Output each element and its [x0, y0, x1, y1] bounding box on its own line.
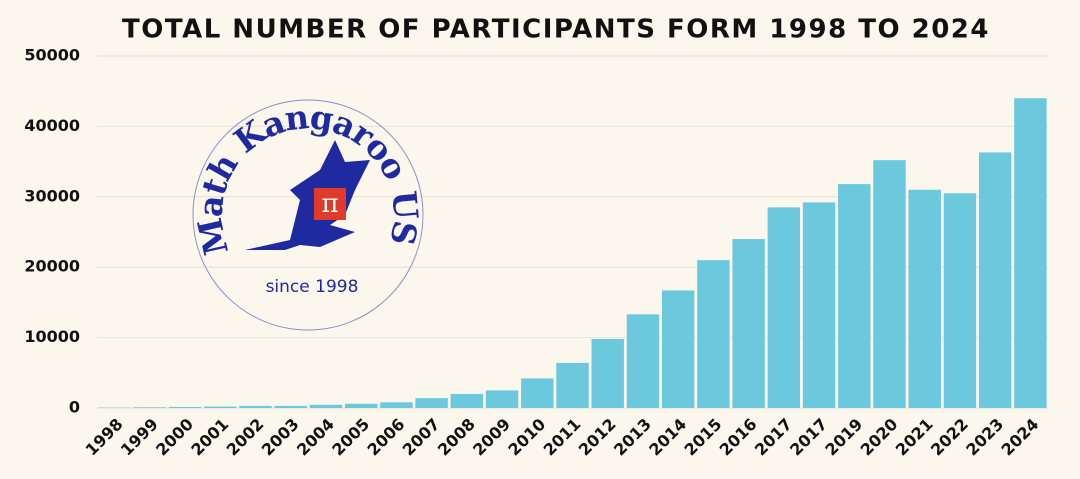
bar [380, 402, 413, 408]
y-tick-label: 30000 [24, 186, 80, 205]
x-tick-label: 2012 [575, 415, 620, 460]
pi-box [314, 188, 346, 220]
x-tick-label: 2013 [610, 415, 655, 460]
x-tick-label: 2022 [927, 415, 972, 460]
bar [943, 193, 977, 408]
logo-subtext: since 1998 [266, 277, 359, 297]
y-tick-label: 50000 [24, 46, 80, 65]
x-tick-label: 2017 [786, 415, 831, 460]
bar [344, 403, 378, 408]
bar [239, 405, 272, 408]
logo-circle [192, 99, 424, 331]
x-tick-label: 2011 [540, 415, 585, 460]
bar [415, 398, 448, 408]
bar [838, 184, 871, 408]
bar [626, 314, 660, 408]
bar [873, 160, 906, 408]
bar [1014, 98, 1047, 409]
bar [556, 362, 589, 408]
y-tick-label: 0 [69, 398, 80, 417]
bar [732, 239, 765, 408]
bar [978, 152, 1012, 408]
x-tick-label: 2023 [962, 415, 1007, 460]
y-tick-label: 20000 [24, 257, 80, 276]
x-tick-label: 2005 [328, 415, 373, 460]
bar [802, 202, 836, 408]
x-tick-label: 2015 [680, 415, 725, 460]
bar [908, 189, 941, 408]
x-tick-label: 2010 [504, 415, 549, 460]
bar [485, 390, 519, 408]
y-tick-label: 10000 [24, 327, 80, 346]
x-tick-label: 2024 [997, 415, 1042, 460]
kangaroo [245, 140, 370, 250]
bar [521, 378, 554, 408]
bar [767, 207, 801, 408]
x-tick-label: 2006 [363, 415, 408, 460]
x-tick-label: 2019 [821, 415, 866, 460]
bar [661, 290, 695, 408]
x-tick-label: 2002 [223, 415, 268, 460]
bar [450, 393, 484, 408]
bar [274, 405, 307, 408]
bar [204, 406, 237, 408]
x-tick-label: 2004 [293, 415, 338, 460]
x-tick-label: 2016 [716, 415, 761, 460]
x-tick-label: 2017 [751, 415, 796, 460]
x-tick-label: 2007 [399, 415, 444, 460]
x-tick-label: 2000 [152, 415, 197, 460]
x-tick-label: 2009 [469, 415, 514, 460]
pi-symbol: π [321, 189, 338, 219]
x-tick-label: 1998 [82, 415, 127, 460]
x-tick-label: 2014 [645, 415, 690, 460]
x-tick-label: 2008 [434, 415, 479, 460]
y-tick-label: 40000 [24, 116, 80, 135]
bar [591, 339, 624, 408]
bar [168, 406, 202, 408]
x-tick-label: 2003 [258, 415, 303, 460]
bar [133, 407, 167, 408]
x-tick-label: 2021 [892, 415, 937, 460]
chart-title: TOTAL NUMBER OF PARTICIPANTS FORM 1998 T… [122, 15, 990, 45]
bar [309, 404, 343, 408]
x-tick-label: 2020 [857, 415, 902, 460]
x-tick-label: 1999 [117, 415, 162, 460]
bar [697, 260, 730, 408]
x-tick-label: 2001 [187, 415, 232, 460]
